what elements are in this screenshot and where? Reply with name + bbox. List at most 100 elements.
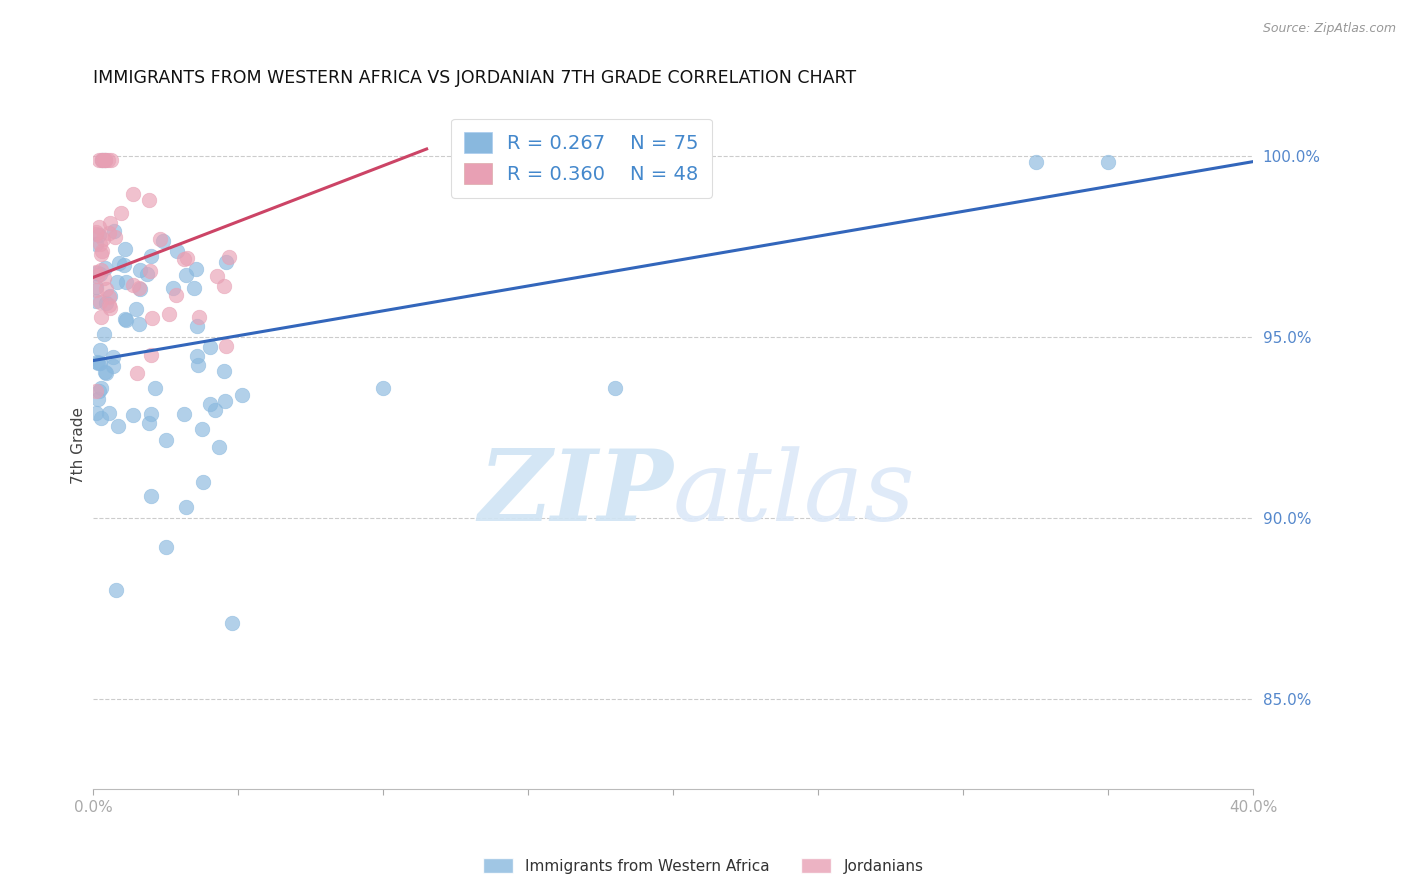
Point bbox=[112, 258, 135, 272]
Point bbox=[114, 243, 136, 257]
Point bbox=[141, 348, 163, 362]
Point bbox=[162, 281, 184, 295]
Point bbox=[149, 232, 172, 246]
Point bbox=[174, 500, 197, 514]
Point bbox=[89, 343, 111, 358]
Point bbox=[231, 387, 253, 401]
Point bbox=[143, 382, 166, 396]
Point bbox=[94, 153, 117, 167]
Point bbox=[93, 326, 115, 341]
Point bbox=[89, 237, 111, 252]
Point bbox=[107, 419, 129, 434]
Point bbox=[94, 296, 117, 310]
Point bbox=[128, 281, 150, 295]
Point bbox=[91, 244, 114, 259]
Point bbox=[84, 283, 107, 297]
Point bbox=[90, 381, 112, 395]
Point bbox=[1024, 154, 1046, 169]
Point bbox=[139, 249, 162, 263]
Point bbox=[94, 282, 117, 296]
Point bbox=[90, 153, 112, 167]
Point bbox=[89, 294, 111, 309]
Point bbox=[103, 359, 125, 373]
Point bbox=[105, 583, 128, 598]
Point bbox=[1097, 154, 1119, 169]
Point bbox=[138, 194, 160, 208]
Point bbox=[212, 279, 235, 293]
Point bbox=[90, 247, 112, 261]
Point bbox=[157, 307, 180, 321]
Point bbox=[100, 153, 122, 167]
Point bbox=[208, 440, 231, 454]
Text: IMMIGRANTS FROM WESTERN AFRICA VS JORDANIAN 7TH GRADE CORRELATION CHART: IMMIGRANTS FROM WESTERN AFRICA VS JORDAN… bbox=[93, 69, 856, 87]
Point bbox=[98, 301, 121, 315]
Point bbox=[86, 356, 108, 370]
Point bbox=[101, 350, 124, 364]
Point bbox=[91, 232, 114, 246]
Point bbox=[121, 187, 143, 202]
Point bbox=[87, 384, 110, 398]
Point bbox=[141, 489, 163, 503]
Point bbox=[90, 310, 112, 324]
Point bbox=[94, 365, 117, 379]
Point bbox=[98, 216, 121, 230]
Point bbox=[166, 244, 188, 258]
Point bbox=[187, 359, 209, 373]
Point bbox=[218, 251, 240, 265]
Point bbox=[371, 381, 394, 395]
Point bbox=[90, 411, 112, 425]
Point bbox=[165, 288, 187, 302]
Point bbox=[84, 227, 107, 241]
Point bbox=[183, 281, 205, 295]
Point bbox=[215, 339, 238, 353]
Point bbox=[104, 230, 127, 244]
Point bbox=[105, 276, 128, 290]
Point bbox=[152, 234, 174, 248]
Point bbox=[603, 381, 626, 395]
Y-axis label: 7th Grade: 7th Grade bbox=[72, 407, 86, 484]
Point bbox=[204, 402, 226, 417]
Point bbox=[205, 269, 228, 284]
Point bbox=[115, 312, 138, 326]
Text: atlas: atlas bbox=[673, 446, 915, 541]
Point bbox=[128, 282, 150, 296]
Point bbox=[155, 540, 177, 554]
Point bbox=[98, 290, 121, 304]
Point bbox=[125, 301, 148, 316]
Point bbox=[155, 433, 177, 447]
Point bbox=[87, 392, 110, 407]
Point bbox=[193, 475, 215, 489]
Point bbox=[110, 206, 132, 220]
Point bbox=[97, 153, 120, 167]
Point bbox=[90, 153, 112, 167]
Point bbox=[128, 317, 150, 331]
Point bbox=[94, 153, 117, 167]
Point bbox=[191, 422, 214, 436]
Point bbox=[186, 349, 208, 363]
Point bbox=[125, 366, 148, 380]
Point bbox=[84, 384, 107, 399]
Point bbox=[84, 406, 107, 420]
Point bbox=[87, 153, 110, 167]
Point bbox=[214, 393, 236, 408]
Point bbox=[173, 252, 195, 266]
Point bbox=[98, 406, 121, 420]
Point bbox=[186, 319, 208, 334]
Point bbox=[89, 356, 111, 370]
Point bbox=[187, 310, 209, 325]
Point bbox=[129, 263, 152, 277]
Point bbox=[93, 271, 115, 285]
Point bbox=[87, 219, 110, 234]
Point bbox=[90, 263, 112, 277]
Point bbox=[94, 367, 117, 381]
Point bbox=[94, 153, 117, 167]
Point bbox=[84, 237, 107, 252]
Point bbox=[86, 354, 108, 368]
Point bbox=[215, 255, 238, 269]
Point bbox=[84, 293, 107, 308]
Point bbox=[103, 224, 125, 238]
Point bbox=[174, 268, 197, 282]
Point bbox=[221, 615, 243, 630]
Legend: Immigrants from Western Africa, Jordanians: Immigrants from Western Africa, Jordania… bbox=[477, 852, 929, 880]
Legend: R = 0.267    N = 75, R = 0.360    N = 48: R = 0.267 N = 75, R = 0.360 N = 48 bbox=[451, 119, 713, 198]
